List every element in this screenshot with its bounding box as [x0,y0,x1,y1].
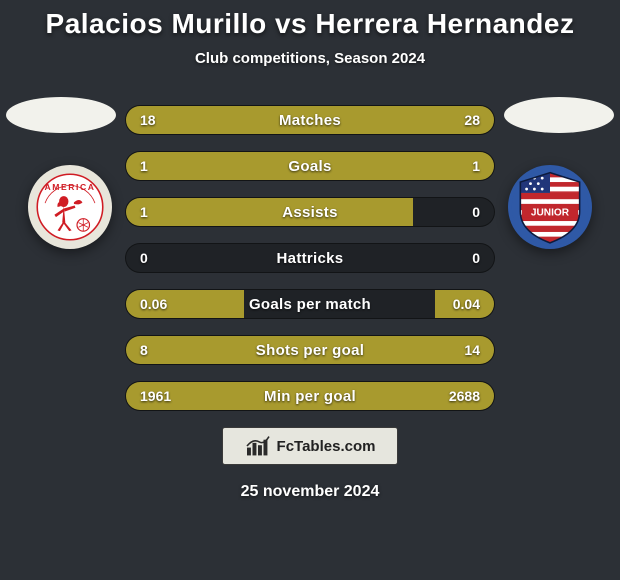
bar-row: 19612688Min per goal [125,381,495,411]
content-area: AMERICA [0,105,620,411]
bar-label: Goals [126,152,494,180]
bar-label: Matches [126,106,494,134]
svg-text:AMERICA: AMERICA [45,182,96,192]
bar-label: Shots per goal [126,336,494,364]
america-badge-icon: AMERICA [31,168,109,246]
bar-row: 814Shots per goal [125,335,495,365]
brand-badge: FcTables.com [222,427,398,465]
club-logo-left: AMERICA [28,165,112,249]
bar-row: 11Goals [125,151,495,181]
comparison-bars: 1828Matches 11Goals 10Assists 00Hattricks 0.… [125,105,495,411]
junior-badge-icon: JUNIOR [511,168,589,246]
footer-date: 25 november 2024 [0,483,620,501]
club-logo-right: JUNIOR [508,165,592,249]
brand-text: FcTables.com [277,438,376,455]
bar-row: 00Hattricks [125,243,495,273]
bar-label: Assists [126,198,494,226]
bar-label: Min per goal [126,382,494,410]
svg-text:JUNIOR: JUNIOR [531,208,570,219]
page-title: Palacios Murillo vs Herrera Hernandez [0,8,620,40]
club-ellipse-right [504,97,614,133]
bar-row: 10Assists [125,197,495,227]
subtitle: Club competitions, Season 2024 [0,50,620,67]
bar-row: 0.060.04Goals per match [125,289,495,319]
bar-label: Hattricks [126,244,494,272]
fctables-chart-icon [245,435,271,457]
bar-label: Goals per match [126,290,494,318]
club-ellipse-left [6,97,116,133]
comparison-card: Palacios Murillo vs Herrera Hernandez Cl… [0,0,620,580]
bar-row: 1828Matches [125,105,495,135]
